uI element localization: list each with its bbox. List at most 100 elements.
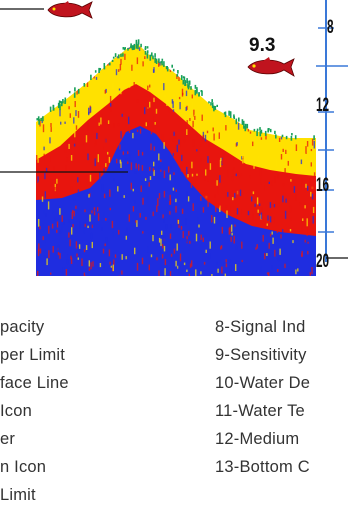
sonar-speckle — [163, 235, 166, 242]
sonar-speckle — [311, 118, 314, 127]
sonar-speckle — [252, 274, 254, 276]
sonar-speckle — [229, 226, 231, 234]
sonar-speckle — [220, 76, 222, 83]
sonar-speckle — [66, 258, 69, 265]
bottom-grass-tuft — [60, 101, 62, 104]
sonar-speckle — [312, 216, 314, 224]
sonar-speckle — [265, 97, 267, 105]
sonar-speckle — [52, 210, 54, 214]
sonar-speckle — [252, 111, 254, 117]
bottom-grass-tuft — [155, 58, 158, 64]
legend-item-fish-icon: Icon — [0, 402, 32, 420]
sonar-speckle — [43, 153, 45, 161]
sonar-speckle — [286, 112, 288, 119]
sonar-speckle — [37, 159, 39, 163]
bottom-grass-tuft — [112, 56, 115, 59]
sonar-speckle — [280, 80, 282, 87]
sonar-speckle — [170, 253, 173, 257]
sonar-speckle — [135, 220, 137, 223]
bottom-grass-tuft — [228, 110, 230, 116]
sonar-speckle — [113, 178, 115, 181]
bottom-grass-tuft — [313, 135, 315, 140]
sonar-speckle — [59, 49, 62, 57]
sonar-speckle — [162, 243, 164, 249]
sonar-speckle — [105, 156, 107, 163]
sonar-speckle — [292, 46, 295, 51]
sonar-speckle — [284, 263, 286, 268]
sonar-speckle — [98, 274, 101, 276]
sonar-speckle — [204, 40, 205, 43]
sonar-speckle — [301, 45, 303, 50]
sonar-speckle — [88, 194, 90, 198]
sonar-speckle — [200, 196, 202, 201]
sonar-speckle — [286, 97, 288, 104]
sonar-speckle — [155, 108, 158, 114]
sonar-speckle — [169, 137, 172, 140]
bottom-grass-tuft — [122, 53, 124, 57]
sonar-speckle — [290, 179, 292, 182]
sonar-speckle — [187, 174, 189, 178]
bottom-grass-tuft — [146, 46, 149, 49]
sonar-speckle — [256, 105, 258, 112]
sonar-speckle — [41, 57, 43, 60]
sonar-speckle — [197, 217, 199, 225]
sonar-speckle — [173, 94, 175, 97]
sonar-speckle — [73, 44, 75, 50]
sonar-speckle — [196, 173, 198, 176]
sonar-speckle — [207, 200, 209, 207]
sonar-speckle — [177, 220, 180, 224]
sonar-speckle — [75, 110, 77, 116]
sonar-speckle — [65, 269, 68, 276]
sonar-speckle — [284, 121, 287, 125]
sonar-speckle — [113, 259, 115, 266]
sonar-speckle — [86, 80, 89, 87]
sonar-speckle — [154, 60, 156, 67]
sonar-speckle — [241, 259, 243, 263]
sonar-speckle — [78, 244, 81, 249]
sonar-speckle — [55, 252, 57, 259]
sonar-speckle — [194, 115, 196, 120]
sonar-speckle — [134, 200, 136, 204]
sonar-speckle — [180, 226, 183, 230]
sonar-speckle — [145, 216, 147, 220]
sonar-speckle — [276, 108, 278, 111]
sonar-speckle — [169, 65, 172, 72]
sonar-speckle — [235, 264, 237, 271]
sonar-speckle — [77, 257, 79, 260]
sonar-speckle — [252, 141, 254, 147]
sonar-speckle — [152, 235, 154, 242]
sonar-speckle — [88, 107, 90, 116]
bottom-grass-tuft — [52, 105, 55, 111]
sonar-speckle — [254, 203, 256, 207]
sonar-speckle — [178, 74, 180, 81]
sonar-speckle — [251, 211, 253, 216]
sonar-speckle — [211, 274, 213, 276]
sonar-speckle — [73, 197, 76, 201]
sonar-speckle — [306, 141, 309, 147]
sonar-speckle — [194, 120, 196, 124]
sonar-speckle — [163, 245, 166, 252]
sonar-speckle — [216, 91, 218, 97]
sonar-speckle — [101, 227, 103, 231]
sonar-speckle — [302, 218, 304, 221]
sonar-speckle — [176, 65, 178, 68]
sonar-speckle — [183, 262, 186, 266]
bottom-grass-tuft — [59, 104, 61, 111]
sonar-speckle — [41, 196, 44, 202]
bottom-grass-tuft — [275, 134, 277, 139]
sonar-speckle — [59, 253, 61, 259]
sonar-speckle — [85, 51, 87, 60]
sonar-speckle — [173, 172, 175, 175]
bottom-grass-tuft — [171, 64, 173, 68]
sonar-speckle — [310, 41, 311, 44]
sonar-speckle — [232, 157, 234, 161]
sonar-speckle — [100, 168, 102, 174]
sonar-speckle — [101, 114, 103, 118]
bottom-grass-tuft — [182, 76, 185, 79]
sonar-speckle — [169, 233, 172, 239]
sonar-speckle — [241, 241, 243, 249]
sonar-speckle — [114, 254, 117, 258]
sonar-speckle — [139, 213, 141, 218]
sonar-speckle — [191, 94, 193, 99]
sonar-speckle — [78, 47, 80, 53]
